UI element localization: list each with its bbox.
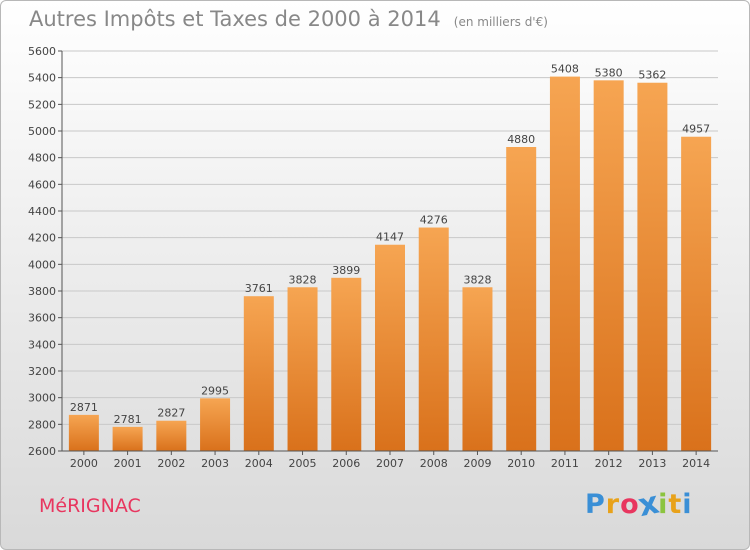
x-tick-label-2013: 2013 bbox=[638, 457, 666, 470]
x-tick-label-2014: 2014 bbox=[682, 457, 710, 470]
y-tick-label: 2800 bbox=[28, 418, 56, 431]
y-tick-label: 3200 bbox=[28, 365, 56, 378]
value-label-2006: 3899 bbox=[332, 264, 360, 277]
x-tick-label-2001: 2001 bbox=[114, 457, 142, 470]
y-tick-label: 4000 bbox=[28, 258, 56, 271]
x-tick-label-2000: 2000 bbox=[70, 457, 98, 470]
x-tick-label-2009: 2009 bbox=[463, 457, 491, 470]
value-label-2008: 4276 bbox=[420, 214, 448, 227]
x-tick-label-2004: 2004 bbox=[245, 457, 273, 470]
y-tick-label: 2600 bbox=[28, 445, 56, 458]
bar-2006 bbox=[331, 277, 362, 451]
x-tick-label-2010: 2010 bbox=[507, 457, 535, 470]
bar-2004 bbox=[243, 296, 274, 451]
y-tick-label: 5400 bbox=[28, 72, 56, 85]
bar-2009 bbox=[462, 287, 493, 451]
y-tick-label: 5000 bbox=[28, 125, 56, 138]
bar-2000 bbox=[68, 414, 99, 451]
y-tick-label: 3400 bbox=[28, 338, 56, 351]
bar-2002 bbox=[156, 420, 187, 451]
bar-2008 bbox=[418, 227, 449, 451]
value-label-2007: 4147 bbox=[376, 231, 404, 244]
x-tick-label-2011: 2011 bbox=[551, 457, 579, 470]
value-label-2005: 3828 bbox=[289, 273, 317, 286]
logo-letter: o bbox=[620, 489, 640, 520]
value-label-2013: 5362 bbox=[638, 69, 666, 82]
chart-unit: (en milliers d'€) bbox=[453, 15, 548, 29]
value-label-2010: 4880 bbox=[507, 133, 535, 146]
bar-2012 bbox=[593, 80, 624, 451]
bar-2010 bbox=[506, 147, 537, 451]
x-tick-label-2003: 2003 bbox=[201, 457, 229, 470]
value-label-2011: 5408 bbox=[551, 63, 579, 76]
x-tick-label-2007: 2007 bbox=[376, 457, 404, 470]
commune-name: MéRIGNAC bbox=[39, 495, 141, 517]
chart-title: Autres Impôts et Taxes de 2000 à 2014 bbox=[29, 7, 441, 31]
bar-2001 bbox=[112, 426, 143, 451]
title-row: Autres Impôts et Taxes de 2000 à 2014 (e… bbox=[29, 7, 548, 31]
x-tick-label-2005: 2005 bbox=[289, 457, 317, 470]
logo-letter: i bbox=[682, 489, 693, 520]
bar-2003 bbox=[200, 398, 231, 451]
value-label-2000: 2871 bbox=[70, 401, 98, 414]
bar-2005 bbox=[287, 287, 318, 451]
value-label-2009: 3828 bbox=[463, 273, 491, 286]
logo-letter: P bbox=[585, 489, 606, 520]
value-label-2002: 2827 bbox=[157, 407, 185, 420]
proxiti-logo: Proxiti bbox=[585, 485, 693, 524]
labels: 2600 2800 3000 3200 3400 3600 3800 4000 4200 4400… bbox=[28, 45, 710, 470]
value-label-2001: 2781 bbox=[114, 413, 142, 426]
x-tick-label-2008: 2008 bbox=[420, 457, 448, 470]
value-label-2003: 2995 bbox=[201, 384, 229, 397]
y-tick-label: 4800 bbox=[28, 152, 56, 165]
y-tick-label: 3000 bbox=[28, 392, 56, 405]
y-tick-label: 5600 bbox=[28, 45, 56, 58]
x-tick-label-2002: 2002 bbox=[157, 457, 185, 470]
x-tick-label-2006: 2006 bbox=[332, 457, 360, 470]
y-tick-label: 3600 bbox=[28, 312, 56, 325]
logo-letter: t bbox=[668, 489, 683, 520]
y-tick-label: 4600 bbox=[28, 178, 56, 191]
y-tick-label: 4200 bbox=[28, 232, 56, 245]
logo-letter: i bbox=[658, 489, 669, 520]
y-tick-label: 3800 bbox=[28, 285, 56, 298]
bar-2011 bbox=[549, 76, 580, 451]
bars bbox=[68, 76, 712, 451]
value-label-2012: 5380 bbox=[595, 66, 623, 79]
y-tick-label: 4400 bbox=[28, 205, 56, 218]
value-label-2004: 3761 bbox=[245, 282, 273, 295]
axes bbox=[58, 50, 718, 455]
y-tick-label: 5200 bbox=[28, 98, 56, 111]
x-tick-label-2012: 2012 bbox=[595, 457, 623, 470]
logo-letter: r bbox=[605, 489, 621, 520]
bar-2013 bbox=[637, 82, 668, 451]
value-label-2014: 4957 bbox=[682, 123, 710, 136]
bar-2007 bbox=[375, 244, 405, 451]
bar-2014 bbox=[681, 136, 712, 451]
